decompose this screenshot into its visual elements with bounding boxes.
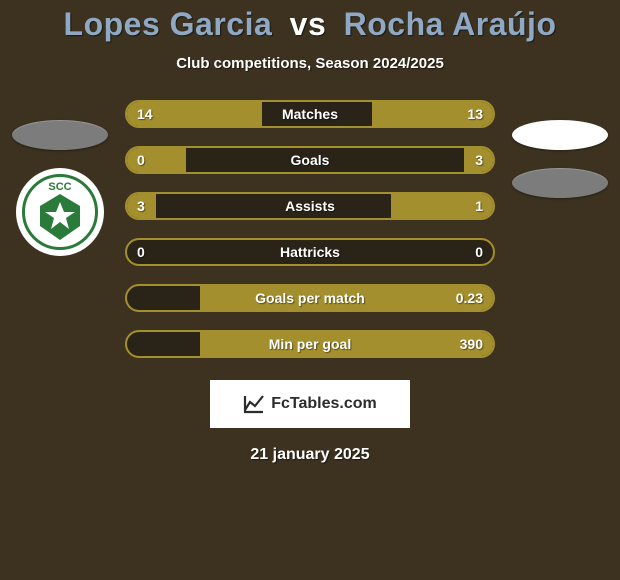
stat-label: Hattricks: [127, 240, 493, 264]
right-column: [512, 120, 608, 198]
page-title: Lopes Garcia vs Rocha Araújo: [64, 6, 557, 43]
player2-name: Rocha Araújo: [344, 6, 557, 42]
branding-text: FcTables.com: [271, 395, 377, 413]
club-badge-label: SCC: [48, 181, 71, 193]
club-badge-left: SCC: [16, 168, 104, 256]
player1-name: Lopes Garcia: [64, 6, 273, 42]
chart-icon: [243, 394, 265, 414]
club-shield-group: [40, 194, 80, 240]
chart-icon-line: [245, 396, 263, 410]
stat-label: Goals: [127, 148, 493, 172]
club-badge-svg: SCC: [24, 176, 96, 248]
date-label: 21 january 2025: [250, 446, 369, 464]
stat-row: 14Matches13: [125, 100, 495, 128]
subtitle: Club competitions, Season 2024/2025: [176, 55, 444, 72]
left-column: SCC: [12, 120, 108, 256]
stat-row: 0Hattricks0: [125, 238, 495, 266]
stat-label: Goals per match: [127, 286, 493, 310]
right-ellipse-badge-2: [512, 168, 608, 198]
right-ellipse-badge-1: [512, 120, 608, 150]
stat-value-right: 0: [475, 240, 483, 264]
stat-value-right: 3: [475, 148, 483, 172]
stat-value-right: 0.23: [456, 286, 483, 310]
stat-bars: 14Matches130Goals33Assists10Hattricks0Go…: [125, 100, 495, 358]
vs-label: vs: [290, 6, 327, 42]
stat-value-right: 390: [460, 332, 483, 356]
stat-value-right: 13: [467, 102, 483, 126]
stat-row: 3Assists1: [125, 192, 495, 220]
stat-row: 0Goals3: [125, 146, 495, 174]
stat-row: Goals per match0.23: [125, 284, 495, 312]
stat-row: Min per goal390: [125, 330, 495, 358]
club-badge-text: SCC: [48, 181, 71, 193]
stat-value-right: 1: [475, 194, 483, 218]
content-wrapper: Lopes Garcia vs Rocha Araújo Club compet…: [0, 0, 620, 580]
stat-label: Matches: [127, 102, 493, 126]
branding-box: FcTables.com: [210, 380, 410, 428]
stat-label: Assists: [127, 194, 493, 218]
left-ellipse-badge: [12, 120, 108, 150]
stat-label: Min per goal: [127, 332, 493, 356]
